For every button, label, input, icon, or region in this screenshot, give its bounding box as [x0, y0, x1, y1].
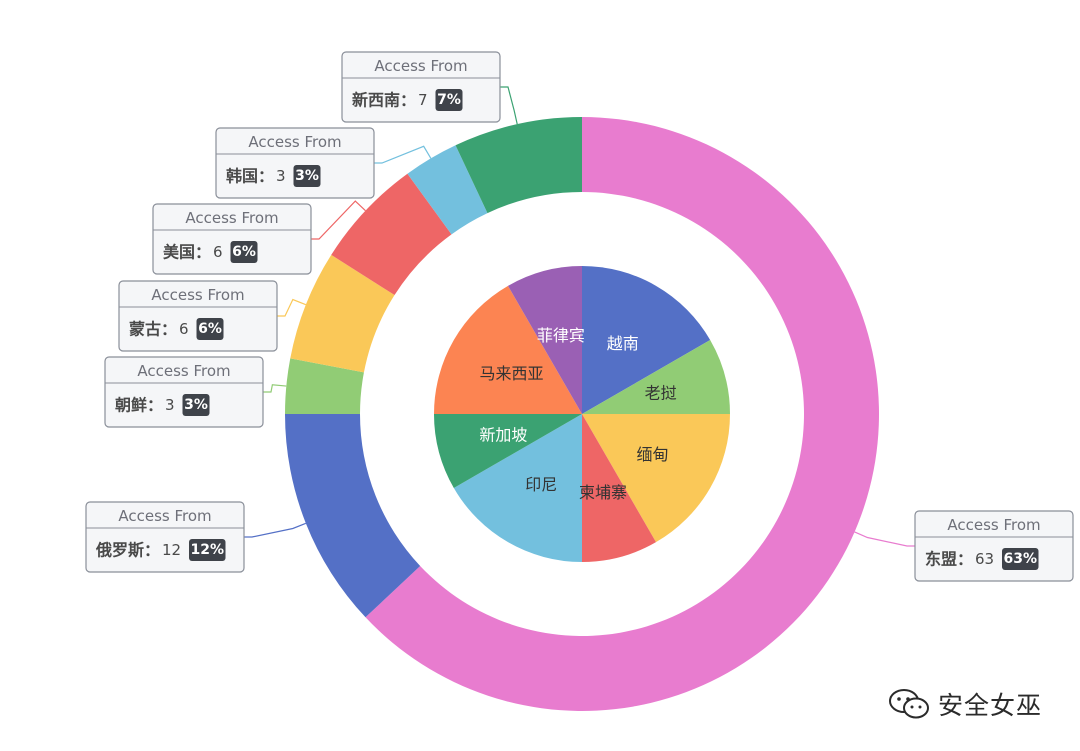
callout-title: Access From: [248, 133, 341, 151]
callout-percent: 3%: [295, 168, 319, 184]
inner-slice-7[interactable]: [508, 266, 582, 414]
callout-percent-badge: [435, 89, 463, 111]
outer-slice-3[interactable]: [290, 254, 395, 373]
callout-name: 新西南：: [352, 91, 416, 110]
inner-slice-6[interactable]: [434, 285, 582, 414]
callout-percent: 6%: [232, 244, 256, 260]
outer-slice-2[interactable]: [285, 358, 364, 414]
inner-slice-label-2: 缅甸: [636, 445, 668, 464]
callout-percent: 6%: [198, 321, 222, 337]
callout-name: 韩国：: [226, 167, 274, 186]
inner-slice-1[interactable]: [582, 340, 730, 414]
callout-value: 6: [179, 320, 189, 338]
callout-name: 美国：: [163, 243, 211, 262]
callout-name: 俄罗斯：: [95, 541, 160, 560]
inner-slice-label-4: 印尼: [525, 475, 557, 494]
callout-percent-badge: [1002, 548, 1039, 570]
outer-slice-0[interactable]: [365, 117, 879, 712]
watermark-text: 安全女巫: [938, 691, 1043, 720]
callout-box-2: Access From 朝鲜： 3 3%: [104, 356, 264, 428]
callout-percent: 7%: [437, 92, 461, 108]
callout-box-4: Access From 美国： 6 6%: [152, 203, 312, 275]
callout-box-0: Access From 东盟： 63 63%: [914, 510, 1074, 582]
watermark: 安全女巫: [888, 684, 1042, 724]
callout-line-2: [263, 384, 287, 393]
callout-title: Access From: [151, 286, 244, 304]
callout-percent-badge: [196, 318, 224, 340]
inner-slice-label-1: 老挝: [645, 383, 677, 402]
callout-value: 3: [276, 167, 286, 185]
callout-title: Access From: [947, 516, 1040, 534]
callout-name: 蒙古：: [129, 320, 177, 339]
outer-slice-1[interactable]: [285, 414, 421, 618]
callout-value: 63: [975, 550, 994, 568]
callout-value: 7: [418, 91, 428, 109]
inner-slice-label-6: 马来西亚: [479, 364, 543, 383]
callout-percent-badge: [293, 165, 321, 187]
callout-percent: 3%: [184, 397, 208, 413]
callout-percent-badge: [189, 539, 226, 561]
callout-percent: 12%: [190, 542, 224, 558]
inner-slice-2[interactable]: [582, 414, 730, 543]
callout-title: Access From: [118, 507, 211, 525]
callout-box-6: Access From 新西南： 7 7%: [341, 51, 501, 123]
callout-percent-badge: [230, 241, 258, 263]
callout-title: Access From: [137, 362, 230, 380]
callout-title: Access From: [374, 57, 467, 75]
callout-name: 东盟：: [925, 550, 973, 569]
inner-slice-0[interactable]: [582, 266, 711, 414]
callout-line-0: [854, 531, 915, 547]
callout-name: 朝鲜：: [115, 396, 163, 415]
callout-value: 12: [162, 541, 181, 559]
inner-slice-label-7: 菲律宾: [537, 326, 585, 345]
callout-line-4: [311, 200, 366, 240]
callout-line-5: [374, 145, 432, 164]
inner-slice-label-0: 越南: [607, 334, 639, 353]
outer-slice-5[interactable]: [407, 145, 488, 235]
wechat-icon: [889, 689, 929, 719]
callout-percent: 63%: [1003, 551, 1037, 567]
callout-line-1: [244, 522, 307, 538]
callout-box-1: Access From 俄罗斯： 12 12%: [85, 501, 245, 573]
callout-value: 6: [213, 243, 223, 261]
inner-slice-label-5: 新加坡: [479, 426, 527, 445]
callout-box-5: Access From 韩国： 3 3%: [215, 127, 375, 199]
callout-value: 3: [165, 396, 175, 414]
inner-slice-3[interactable]: [582, 414, 656, 562]
callout-percent-badge: [182, 394, 210, 416]
callout-line-6: [500, 86, 518, 125]
callout-title: Access From: [185, 209, 278, 227]
inner-slice-4[interactable]: [453, 414, 582, 562]
callout-line-3: [277, 298, 307, 317]
inner-slice-label-3: 柬埔寨: [579, 483, 627, 502]
inner-slice-5[interactable]: [434, 414, 582, 488]
callout-box-3: Access From 蒙古： 6 6%: [118, 280, 278, 352]
outer-slice-4[interactable]: [331, 173, 452, 296]
outer-slice-6[interactable]: [455, 117, 582, 214]
outer-ring: [285, 117, 879, 712]
